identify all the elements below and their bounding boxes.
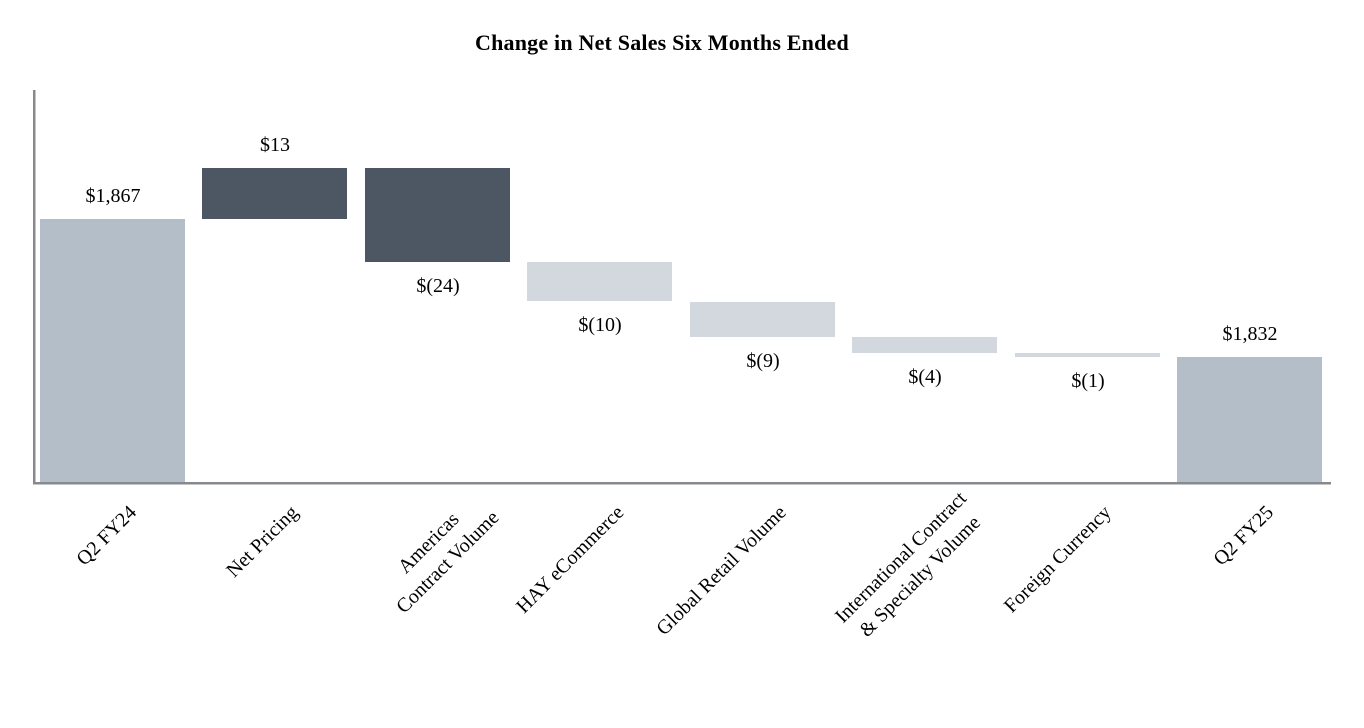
category-label: Net Pricing xyxy=(222,501,303,582)
bar-decrease xyxy=(690,302,835,337)
bar-decrease xyxy=(365,168,510,262)
y-axis-line xyxy=(33,90,36,485)
bar-value-label: $1,867 xyxy=(85,185,141,207)
bar-value-label: $(10) xyxy=(578,314,622,336)
bar-value-label: $(1) xyxy=(1071,370,1105,392)
bar-total xyxy=(1177,357,1322,482)
bar-decrease xyxy=(527,262,672,301)
chart-title: Change in Net Sales Six Months Ended xyxy=(475,30,849,55)
bar-total xyxy=(40,219,185,482)
category-label: HAY eCommerce xyxy=(511,501,628,618)
bar-decrease xyxy=(1015,353,1160,357)
category-label: International Contract & Specialty Volum… xyxy=(830,487,985,642)
category-label: Q2 FY25 xyxy=(1209,501,1278,571)
bar-value-label: $(9) xyxy=(746,350,780,372)
bar-value-label: $(24) xyxy=(416,275,460,297)
category-label: Foreign Currency xyxy=(1000,501,1116,618)
category-label: Americas Contract Volume xyxy=(391,506,504,618)
bar-increase xyxy=(202,168,347,219)
bar-value-label: $1,832 xyxy=(1222,323,1278,345)
bar-decrease xyxy=(852,337,997,353)
category-label: Q2 FY24 xyxy=(72,501,141,571)
category-label: Global Retail Volume xyxy=(652,501,791,640)
bar-value-label: $13 xyxy=(260,134,290,156)
bar-value-label: $(4) xyxy=(908,366,942,388)
x-axis-line xyxy=(33,482,1331,485)
